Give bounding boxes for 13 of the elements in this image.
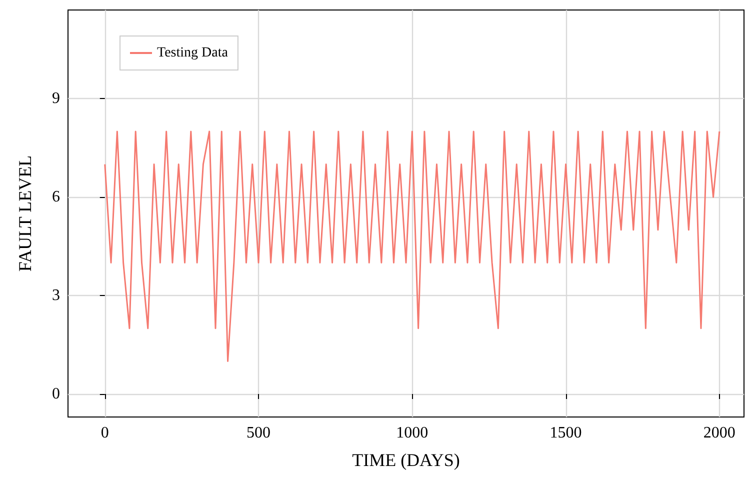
x-tick-label: 2000 <box>703 424 736 442</box>
y-tick-label: 3 <box>52 287 60 304</box>
line-series <box>104 130 720 362</box>
y-tick-label: 6 <box>52 188 60 206</box>
legend-label: Testing Data <box>157 46 229 60</box>
x-tick-label: 0 <box>100 424 109 442</box>
x-tick-label: 1500 <box>550 424 582 442</box>
y-axis-title: FAULT LEVEL <box>15 155 35 272</box>
x-axis-title: TIME (DAYS) <box>352 450 460 470</box>
y-tick-label: 9 <box>52 90 60 108</box>
y-tick-label: 0 <box>52 386 60 403</box>
x-tick-label: 1000 <box>396 424 428 442</box>
x-tick-label: 500 <box>246 424 271 442</box>
